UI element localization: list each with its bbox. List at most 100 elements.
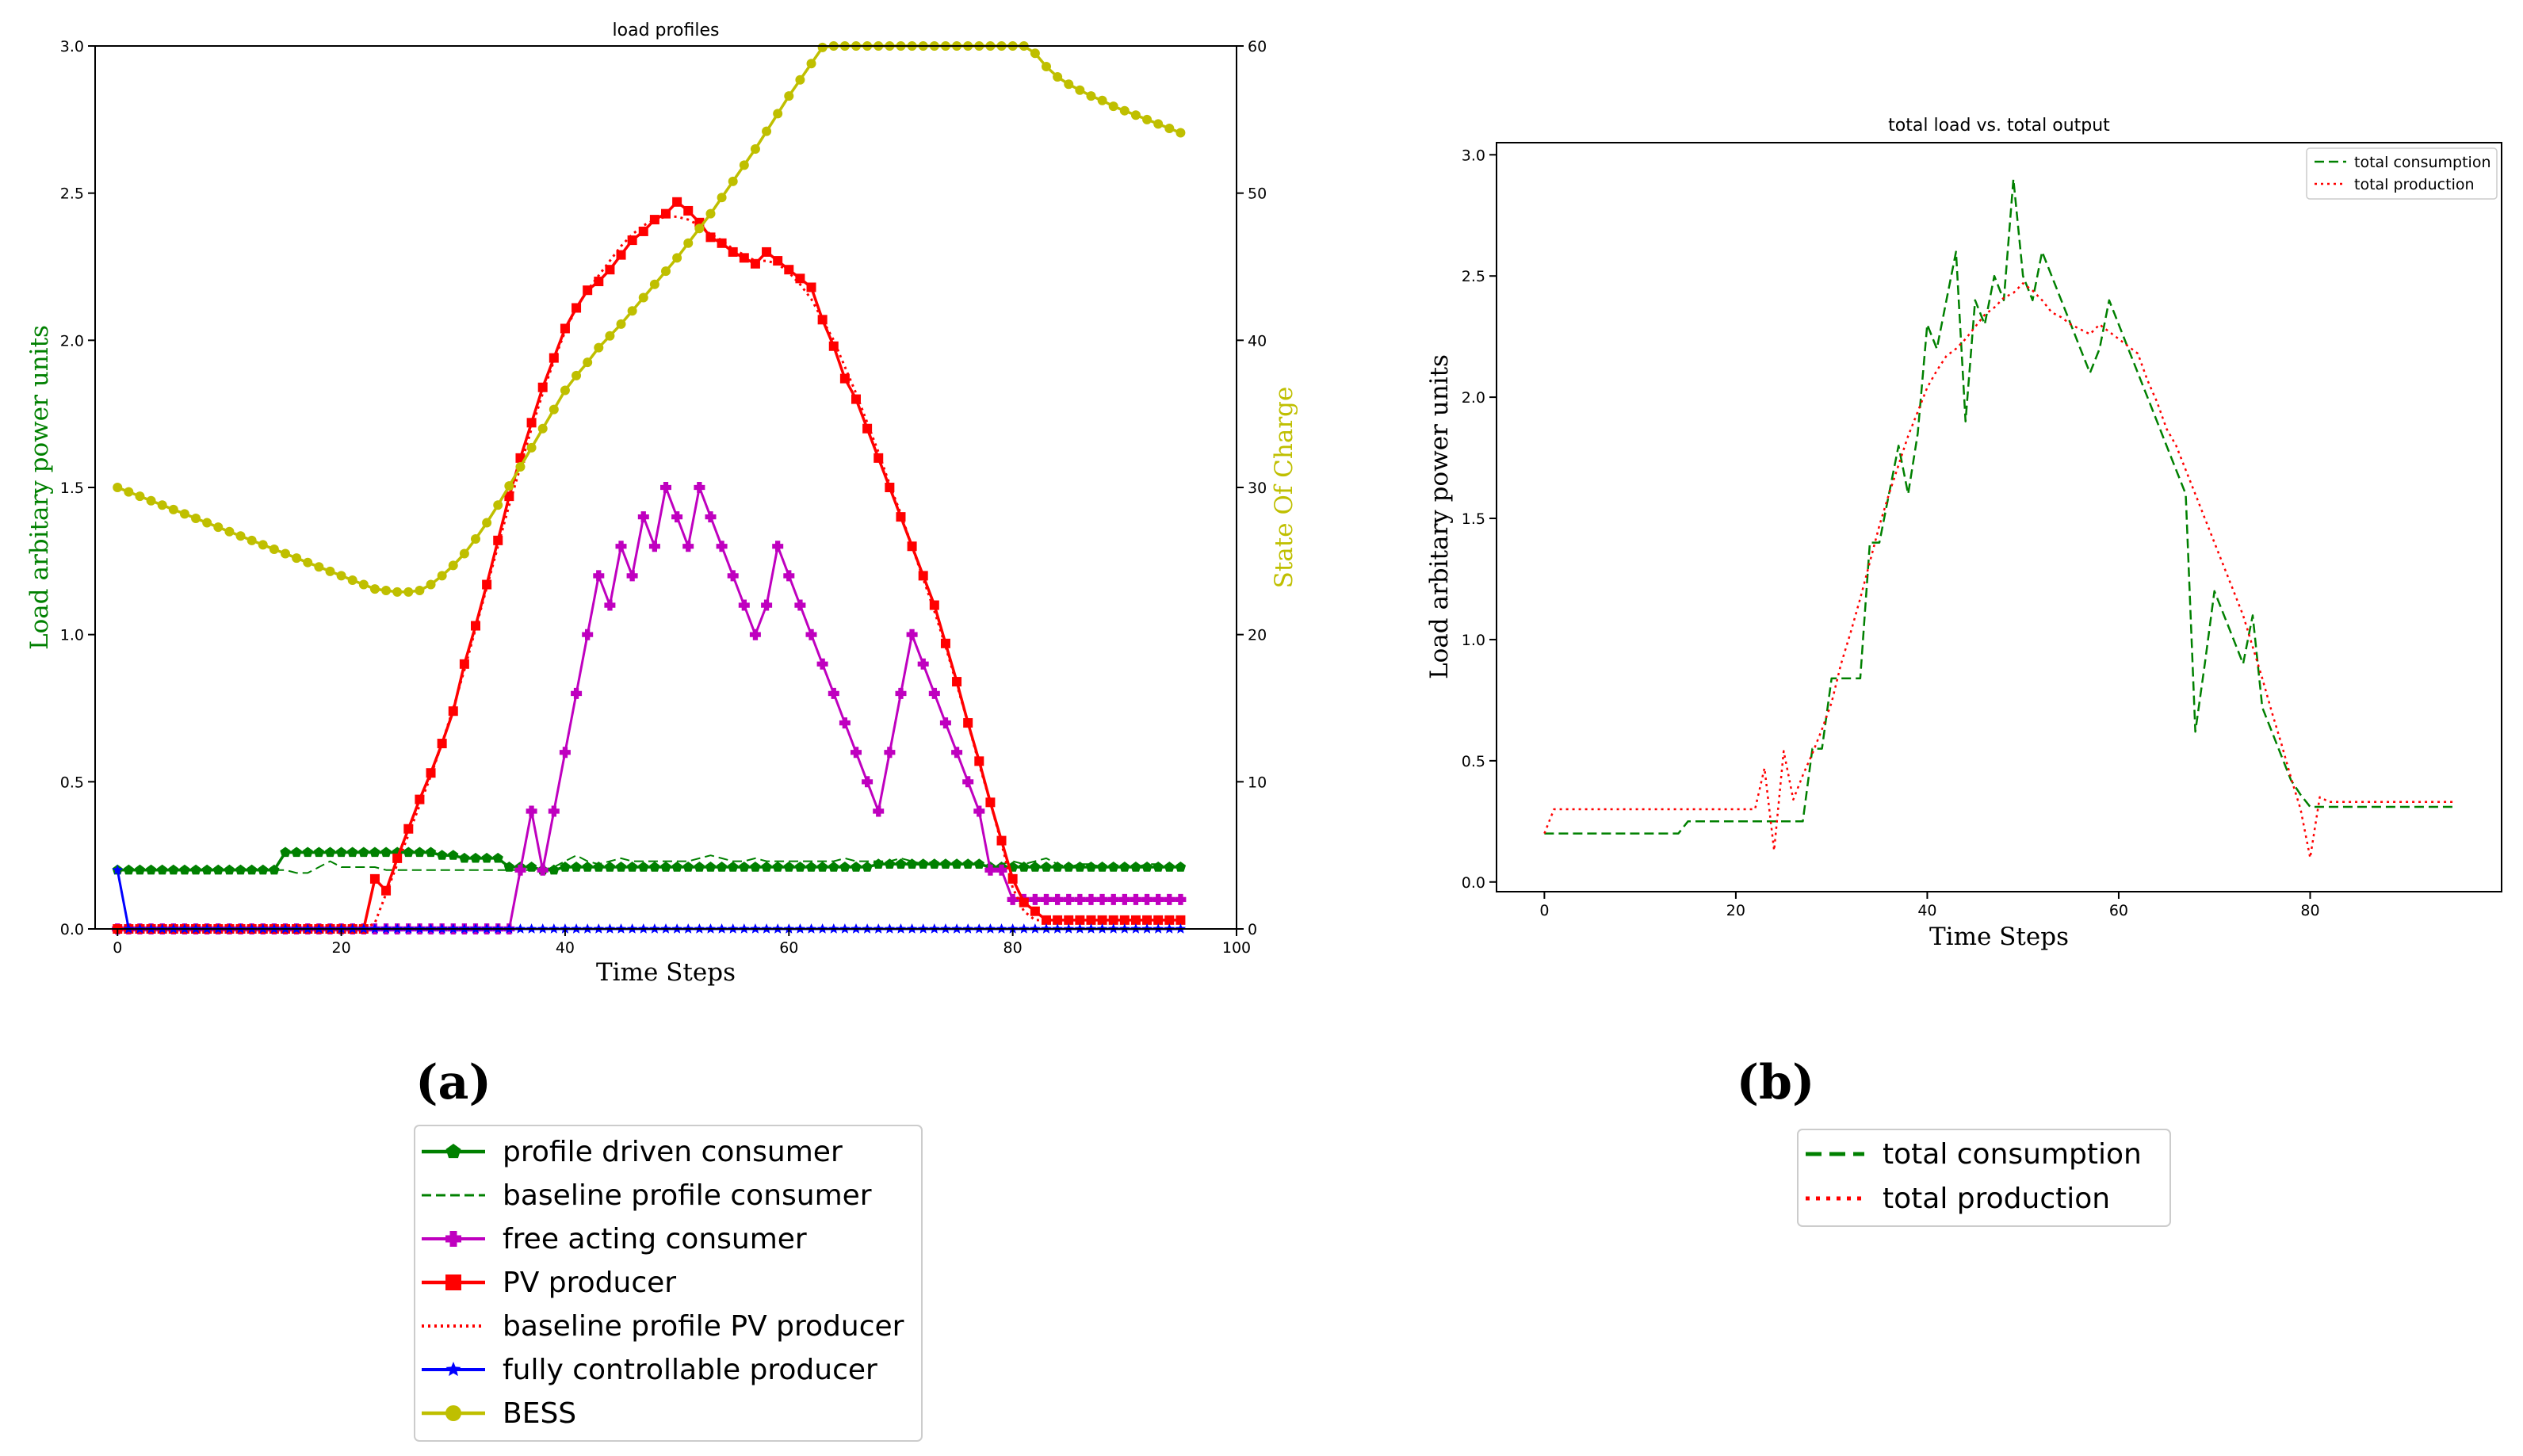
point-pv-producer (605, 265, 615, 275)
y-tick-label: 3.0 (60, 38, 84, 55)
legend-entry-total-production: total production (1806, 1183, 2110, 1215)
point-profile-driven-consumer (682, 862, 694, 872)
point-bess (795, 75, 805, 85)
point-bess (806, 59, 816, 69)
y-tick-label: 1.0 (1462, 632, 1485, 649)
point-free-acting-consumer (794, 599, 806, 611)
legend-entry-bess: BESS (422, 1397, 576, 1430)
chart-b-plot-frame (1496, 142, 2502, 892)
series-baseline-profile-pv-producer (117, 215, 1181, 931)
point-free-acting-consumer (705, 511, 717, 523)
point-free-acting-consumer (1153, 893, 1164, 905)
point-free-acting-consumer (716, 541, 728, 552)
point-free-acting-consumer (1118, 893, 1130, 905)
y2-tick-label: 30 (1248, 480, 1267, 497)
point-free-acting-consumer (537, 864, 549, 876)
point-bess (168, 504, 178, 514)
point-profile-driven-consumer (313, 846, 324, 858)
point-pv-producer (795, 273, 805, 284)
point-bess (191, 513, 201, 523)
point-bess (515, 462, 526, 472)
point-free-acting-consumer (526, 805, 537, 817)
point-profile-driven-consumer (123, 864, 134, 875)
point-profile-driven-consumer (347, 846, 358, 858)
point-pv-producer (839, 373, 850, 384)
point-profile-driven-consumer (772, 862, 783, 872)
x-tick-label: 40 (556, 939, 575, 957)
x-tick-label: 20 (1726, 902, 1745, 919)
legend-marker (445, 1144, 461, 1159)
point-bess (157, 500, 167, 510)
y2-tick-label: 20 (1248, 627, 1267, 644)
line-bess (117, 44, 1182, 594)
point-pv-producer (1142, 915, 1153, 925)
x-tick-label: 0 (113, 939, 122, 957)
point-profile-driven-consumer (437, 850, 448, 860)
point-free-acting-consumer (1052, 893, 1064, 905)
legend-label: PV producer (503, 1267, 676, 1299)
point-bess (683, 238, 694, 248)
x-tick-label: 60 (779, 939, 798, 957)
point-profile-driven-consumer (615, 862, 627, 872)
point-bess (392, 587, 403, 597)
point-profile-driven-consumer (873, 858, 884, 869)
point-bess (482, 518, 492, 528)
point-bess (426, 579, 436, 590)
legend-marker (445, 1362, 461, 1377)
point-bess (303, 557, 313, 567)
legend-entry-baseline-profile-pv-producer: baseline profile PV producer (422, 1310, 904, 1343)
point-profile-driven-consumer (694, 862, 705, 872)
x-tick-label: 20 (331, 939, 350, 957)
point-bess (1086, 91, 1096, 101)
point-bess (627, 306, 637, 316)
point-bess (258, 540, 268, 550)
point-profile-driven-consumer (269, 864, 280, 875)
point-profile-driven-consumer (448, 850, 459, 860)
point-bess (1119, 105, 1130, 116)
y-tick-label: 1.0 (60, 627, 84, 644)
x-tick-label: 80 (2300, 902, 2319, 919)
x-tick-label: 100 (1222, 939, 1251, 957)
point-pv-producer (985, 797, 996, 808)
series-bess (113, 41, 1186, 597)
y2-tick-label: 0 (1248, 921, 1257, 938)
point-bess (717, 193, 727, 203)
point-free-acting-consumer (951, 747, 963, 759)
point-bess (784, 91, 794, 101)
y-tick-label: 2.5 (60, 185, 84, 203)
point-bess (1175, 128, 1186, 138)
point-profile-driven-consumer (403, 846, 414, 858)
point-profile-driven-consumer (179, 864, 190, 875)
point-bess (1042, 61, 1051, 71)
point-free-acting-consumer (1164, 893, 1175, 905)
x-tick-label: 0 (1539, 902, 1549, 919)
point-bess (124, 487, 134, 497)
legend-label: profile driven consumer (503, 1136, 843, 1168)
point-bess (649, 279, 659, 289)
point-bess (773, 109, 783, 119)
point-bess (325, 566, 335, 576)
point-bess (336, 571, 346, 581)
point-bess (560, 385, 570, 396)
y-tick-label: 1.5 (60, 480, 84, 497)
series-pv-producer (113, 197, 1186, 934)
y2-tick-label: 60 (1248, 38, 1267, 55)
y-tick-label: 0.5 (60, 774, 84, 791)
point-pv-producer (448, 706, 458, 717)
point-profile-driven-consumer (425, 846, 437, 858)
point-free-acting-consumer (1029, 893, 1041, 905)
point-profile-driven-consumer (560, 862, 571, 872)
point-free-acting-consumer (816, 658, 828, 670)
point-free-acting-consumer (571, 687, 583, 699)
point-bess (537, 423, 548, 434)
point-bess (281, 548, 290, 559)
x-tick-label: 80 (1003, 939, 1023, 957)
point-profile-driven-consumer (627, 862, 638, 872)
point-pv-producer (1007, 873, 1018, 884)
point-profile-driven-consumer (728, 862, 739, 872)
point-profile-driven-consumer (291, 846, 302, 858)
point-profile-driven-consumer (660, 862, 671, 872)
chart-b-legend: total consumption total production (1797, 1129, 2171, 1227)
point-profile-driven-consumer (895, 858, 907, 869)
point-free-acting-consumer (828, 687, 839, 699)
